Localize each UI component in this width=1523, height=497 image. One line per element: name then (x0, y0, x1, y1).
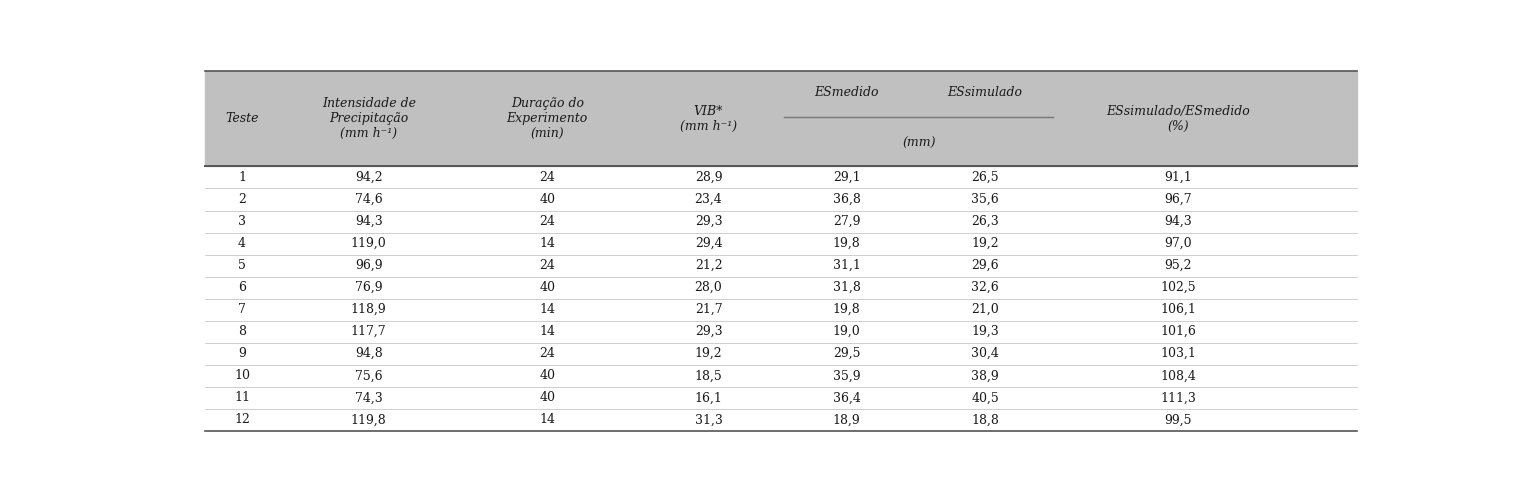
Text: 26,5: 26,5 (972, 171, 999, 184)
Text: 36,8: 36,8 (833, 193, 860, 206)
Text: 103,1: 103,1 (1161, 347, 1196, 360)
Text: 16,1: 16,1 (694, 391, 722, 404)
Text: ESsimulado/ESmedido
(%): ESsimulado/ESmedido (%) (1106, 105, 1250, 133)
Text: 23,4: 23,4 (694, 193, 722, 206)
Text: 21,0: 21,0 (972, 303, 999, 316)
Text: 18,9: 18,9 (833, 414, 860, 426)
Text: 19,8: 19,8 (833, 303, 860, 316)
Text: 74,3: 74,3 (355, 391, 382, 404)
Text: 40,5: 40,5 (972, 391, 999, 404)
Text: Teste: Teste (225, 112, 259, 125)
Text: 76,9: 76,9 (355, 281, 382, 294)
Text: 94,3: 94,3 (355, 215, 382, 228)
Text: 108,4: 108,4 (1161, 369, 1196, 382)
Text: 31,8: 31,8 (833, 281, 860, 294)
Text: 106,1: 106,1 (1161, 303, 1196, 316)
Text: 19,2: 19,2 (972, 237, 999, 250)
Text: 29,5: 29,5 (833, 347, 860, 360)
Text: 28,9: 28,9 (694, 171, 722, 184)
Text: 24: 24 (539, 215, 556, 228)
Text: 11: 11 (235, 391, 250, 404)
Text: 29,3: 29,3 (694, 325, 722, 338)
Text: 94,8: 94,8 (355, 347, 382, 360)
Text: 119,0: 119,0 (350, 237, 387, 250)
Text: 4: 4 (238, 237, 247, 250)
Text: 29,6: 29,6 (972, 259, 999, 272)
Text: 36,4: 36,4 (833, 391, 860, 404)
Text: 14: 14 (539, 303, 556, 316)
Text: 1: 1 (238, 171, 247, 184)
Text: 74,6: 74,6 (355, 193, 382, 206)
Text: 27,9: 27,9 (833, 215, 860, 228)
Text: 119,8: 119,8 (350, 414, 387, 426)
Text: 9: 9 (238, 347, 245, 360)
Text: 6: 6 (238, 281, 247, 294)
Text: 3: 3 (238, 215, 247, 228)
Text: 40: 40 (539, 193, 556, 206)
Text: 24: 24 (539, 259, 556, 272)
Text: 10: 10 (235, 369, 250, 382)
Text: VIB*
(mm h⁻¹): VIB* (mm h⁻¹) (679, 105, 737, 133)
Text: 14: 14 (539, 237, 556, 250)
Text: 117,7: 117,7 (350, 325, 387, 338)
Text: 28,0: 28,0 (694, 281, 722, 294)
Text: 94,3: 94,3 (1164, 215, 1193, 228)
Text: 21,7: 21,7 (694, 303, 722, 316)
Text: 75,6: 75,6 (355, 369, 382, 382)
Text: 91,1: 91,1 (1164, 171, 1193, 184)
Text: 102,5: 102,5 (1161, 281, 1196, 294)
Text: 19,8: 19,8 (833, 237, 860, 250)
Text: 35,6: 35,6 (972, 193, 999, 206)
Text: 40: 40 (539, 391, 556, 404)
Text: 24: 24 (539, 347, 556, 360)
Text: 30,4: 30,4 (972, 347, 999, 360)
Text: 31,1: 31,1 (833, 259, 860, 272)
Text: 96,7: 96,7 (1164, 193, 1193, 206)
Text: 21,2: 21,2 (694, 259, 722, 272)
Text: 31,3: 31,3 (694, 414, 722, 426)
Text: 29,4: 29,4 (694, 237, 722, 250)
Text: 12: 12 (235, 414, 250, 426)
Text: 8: 8 (238, 325, 247, 338)
Text: 19,2: 19,2 (694, 347, 722, 360)
Text: 38,9: 38,9 (972, 369, 999, 382)
Text: 40: 40 (539, 281, 556, 294)
Text: 99,5: 99,5 (1164, 414, 1191, 426)
Text: 18,5: 18,5 (694, 369, 722, 382)
Text: 2: 2 (238, 193, 245, 206)
Text: Intensidade de
Precipitação
(mm h⁻¹): Intensidade de Precipitação (mm h⁻¹) (321, 97, 416, 140)
Text: 111,3: 111,3 (1161, 391, 1196, 404)
Text: 96,9: 96,9 (355, 259, 382, 272)
Text: Duração do
Experimento
(min): Duração do Experimento (min) (507, 97, 588, 140)
Text: 32,6: 32,6 (972, 281, 999, 294)
Text: ESsimulado: ESsimulado (947, 85, 1022, 98)
Text: 40: 40 (539, 369, 556, 382)
Text: (mm): (mm) (902, 137, 935, 150)
Text: 5: 5 (238, 259, 245, 272)
Text: 95,2: 95,2 (1164, 259, 1191, 272)
Text: ESmedido: ESmedido (815, 85, 879, 98)
Text: 14: 14 (539, 325, 556, 338)
Text: 97,0: 97,0 (1164, 237, 1193, 250)
Text: 24: 24 (539, 171, 556, 184)
Bar (204, 71, 1357, 166)
Text: 94,2: 94,2 (355, 171, 382, 184)
Text: 18,8: 18,8 (972, 414, 999, 426)
Text: 19,3: 19,3 (972, 325, 999, 338)
Text: 29,1: 29,1 (833, 171, 860, 184)
Text: 118,9: 118,9 (350, 303, 387, 316)
Text: 7: 7 (238, 303, 245, 316)
Text: 35,9: 35,9 (833, 369, 860, 382)
Text: 14: 14 (539, 414, 556, 426)
Text: 29,3: 29,3 (694, 215, 722, 228)
Text: 26,3: 26,3 (972, 215, 999, 228)
Text: 19,0: 19,0 (833, 325, 860, 338)
Text: 101,6: 101,6 (1161, 325, 1196, 338)
